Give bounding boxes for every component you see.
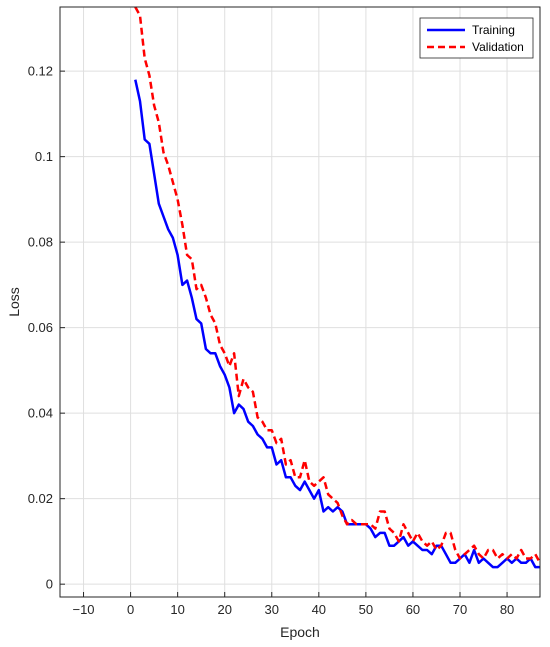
legend-label-validation: Validation (472, 40, 524, 54)
y-axis-label: Loss (6, 287, 22, 317)
x-axis-label: Epoch (280, 624, 320, 640)
series-lines (134, 6, 542, 569)
y-tick-label: 0.08 (28, 235, 53, 250)
y-tick-label: 0.06 (28, 320, 53, 335)
y-tick-label: 0.1 (35, 149, 53, 164)
x-tick-label: 60 (406, 602, 420, 617)
legend-box (419, 17, 534, 59)
x-axis-ticks: −10 0 10 20 30 40 50 60 70 80 (72, 592, 514, 617)
x-tick-label: 80 (500, 602, 514, 617)
y-tick-label: 0.12 (28, 64, 53, 79)
x-tick-label: 70 (453, 602, 467, 617)
plot-border (59, 6, 541, 598)
legend-label-training: Training (472, 23, 515, 37)
plot-area (60, 7, 540, 597)
series-line-training (134, 79, 540, 569)
y-axis-ticks: 0 0.02 0.04 0.06 0.08 0.1 0.12 (28, 64, 65, 592)
x-tick-label: 40 (312, 602, 326, 617)
x-tick-label: 10 (170, 602, 184, 617)
series-line-validation (134, 6, 542, 564)
grid (60, 7, 540, 597)
x-tick-label: 0 (127, 602, 134, 617)
x-tick-label: 20 (217, 602, 231, 617)
x-tick-label: 30 (265, 602, 279, 617)
legend: Training Validation (419, 17, 534, 59)
x-tick-label: 50 (359, 602, 373, 617)
y-tick-label: 0 (46, 577, 53, 592)
y-tick-label: 0.02 (28, 491, 53, 506)
x-tick-label: −10 (72, 602, 94, 617)
y-tick-label: 0.04 (28, 406, 53, 421)
